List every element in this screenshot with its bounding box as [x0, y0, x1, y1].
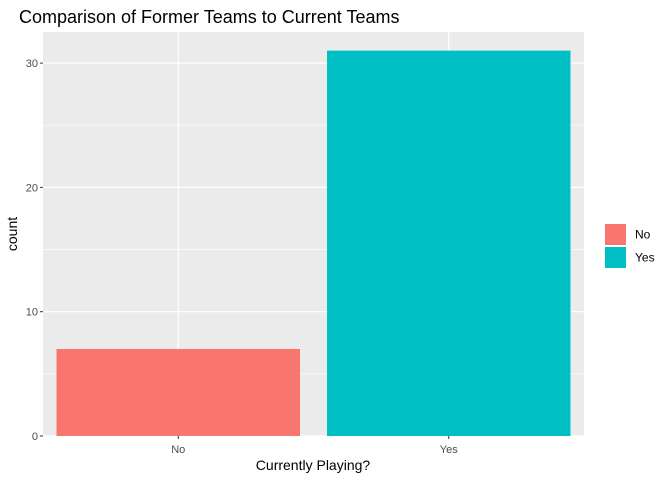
legend-key-no [605, 224, 626, 245]
y-tick-label: 20 [26, 182, 38, 194]
legend: No Yes [605, 224, 655, 268]
legend-key-yes [605, 247, 626, 268]
legend-label-yes: Yes [635, 251, 655, 265]
chart-title: Comparison of Former Teams to Current Te… [19, 7, 399, 27]
x-tick-label: No [171, 444, 185, 456]
y-tick-label: 0 [32, 431, 38, 443]
bar-no [56, 348, 300, 436]
x-axis-ticks: No Yes [171, 436, 458, 456]
legend-label-no: No [635, 228, 651, 242]
y-axis-title: count [4, 217, 20, 251]
x-tick-label: Yes [440, 444, 458, 456]
y-tick-label: 10 [26, 307, 38, 319]
x-axis-title: Currently Playing? [256, 457, 371, 473]
y-axis-ticks: 0 10 20 30 [26, 58, 43, 443]
bars [56, 50, 571, 437]
y-tick-label: 30 [26, 58, 38, 70]
bar-yes [327, 50, 571, 437]
